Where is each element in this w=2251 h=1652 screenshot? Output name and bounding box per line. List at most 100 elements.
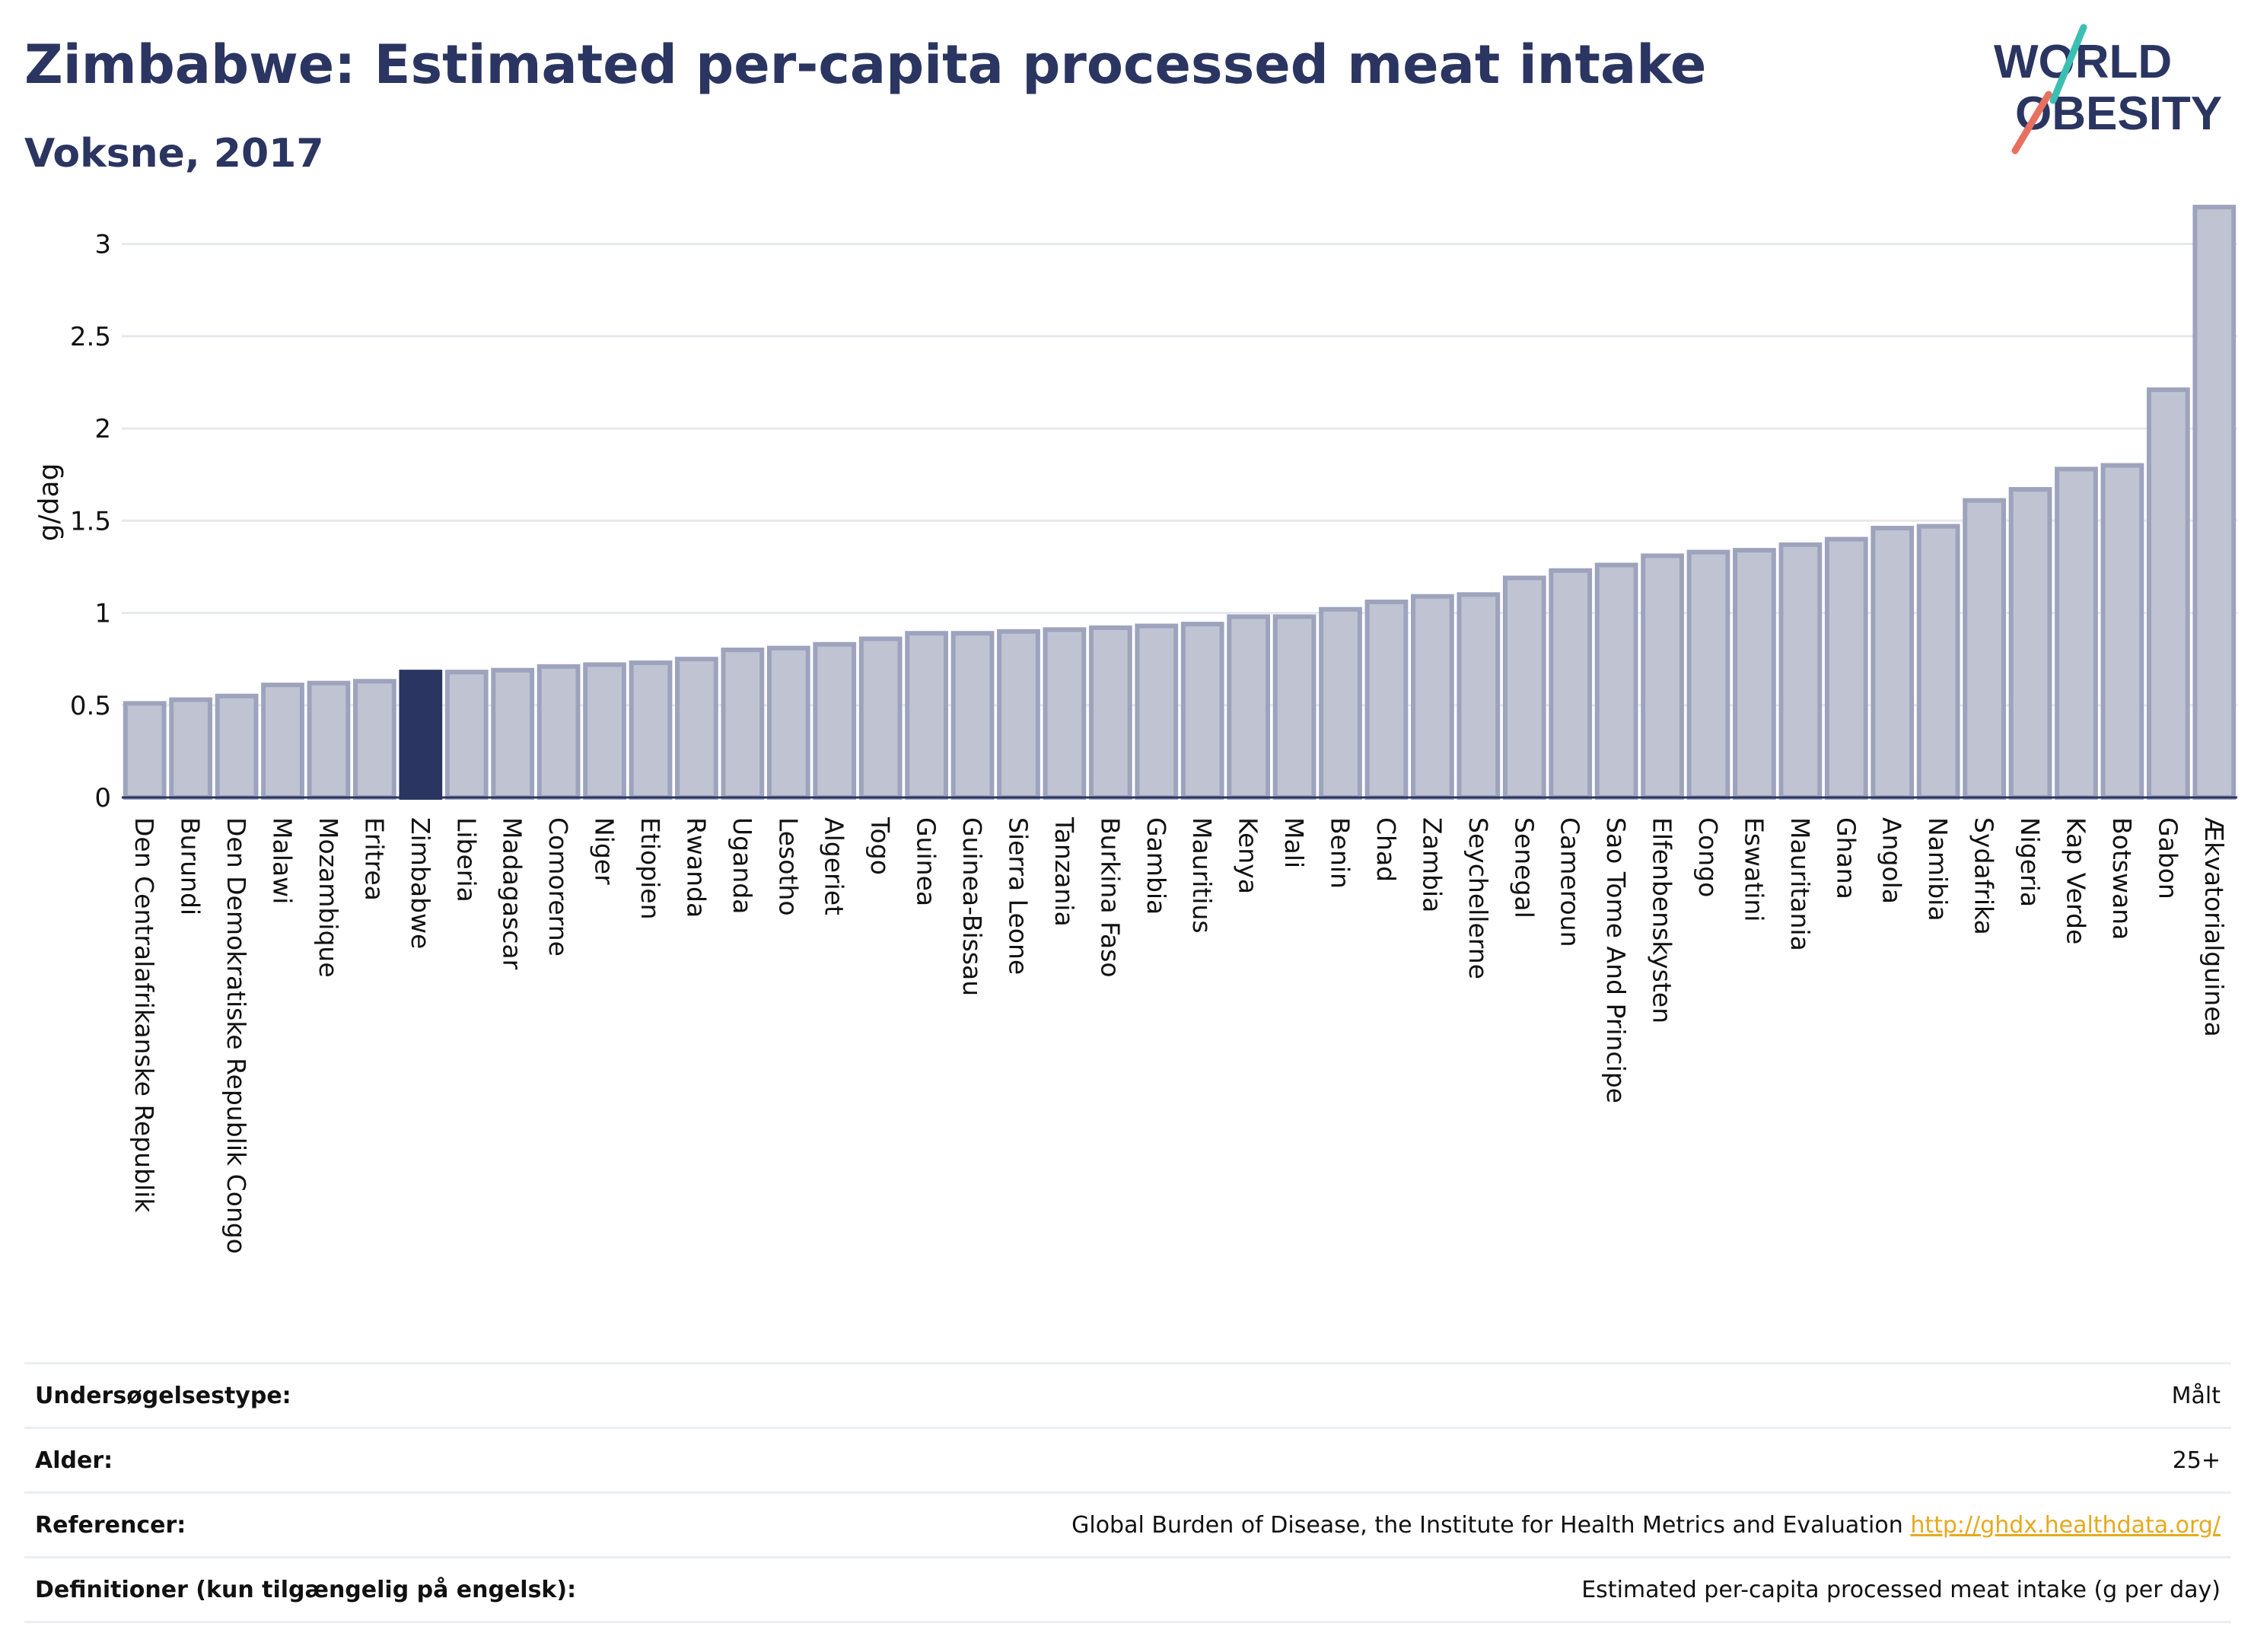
- x-tick-label: Benin: [1326, 817, 1355, 889]
- bar: [2192, 205, 2237, 801]
- x-tick-label: Kenya: [1234, 817, 1263, 894]
- y-tick-label: 0.5: [70, 691, 111, 721]
- x-tick-label: Algeriet: [820, 817, 849, 915]
- bar: [1411, 594, 1454, 800]
- x-tick-label: Angola: [1877, 817, 1907, 904]
- y-axis-title: g/dag: [33, 463, 65, 542]
- bar: [307, 680, 351, 800]
- x-tick-label: Gabon: [2153, 817, 2183, 899]
- bar: [1824, 536, 1868, 800]
- bar: [1043, 627, 1087, 800]
- x-tick-label: Tanzania: [1049, 816, 1079, 927]
- x-tick-label: Mali: [1279, 817, 1309, 868]
- logo-line1: WORLD: [1994, 36, 2172, 88]
- x-tick-label: Burkina Faso: [1095, 817, 1125, 978]
- x-tick-label: Madagascar: [498, 817, 527, 970]
- x-tick-label: Rwanda: [681, 817, 711, 918]
- meta-row-survey-type: Undersøgelsestype: Målt: [24, 1362, 2231, 1427]
- bar: [1963, 498, 2006, 800]
- x-tick-label: Sierra Leone: [1003, 817, 1033, 975]
- x-tick-label: Niger: [590, 817, 619, 885]
- x-tick-label: Malawi: [268, 817, 298, 904]
- chart-title: Zimbabwe: Estimated per-capita processed…: [24, 33, 1707, 96]
- bar: [721, 648, 765, 800]
- x-tick-label: Nigeria: [2015, 817, 2045, 907]
- bar-highlighted: [399, 670, 443, 800]
- y-tick-label: 1: [94, 599, 111, 629]
- bar: [1457, 592, 1501, 800]
- x-tick-label: Lesotho: [773, 817, 803, 916]
- bar: [169, 697, 213, 800]
- x-tick-label: Ækvatorialguinea: [2199, 817, 2229, 1037]
- metadata-table: Undersøgelsestype: Målt Alder: 25+ Refer…: [24, 1362, 2231, 1623]
- bar: [2146, 387, 2190, 800]
- y-tick-label: 2.5: [70, 322, 111, 352]
- bar: [444, 670, 489, 800]
- meta-label: Alder:: [35, 1447, 113, 1474]
- x-tick-label: Den Demokratiske Republik Congo: [221, 817, 251, 1254]
- bar: [1227, 614, 1271, 800]
- x-tick-label: Burundi: [176, 817, 205, 915]
- meta-label: Referencer:: [35, 1511, 186, 1539]
- bar: [123, 701, 167, 800]
- x-tick-label: Sao Tome And Principe: [1601, 817, 1631, 1103]
- x-tick-label: Guinea-Bissau: [957, 817, 987, 996]
- reference-text: Global Burden of Disease, the Institute …: [1071, 1511, 1903, 1539]
- x-tick-label: Mozambique: [314, 817, 343, 978]
- bar: [2008, 487, 2052, 800]
- bar: [1641, 553, 1684, 800]
- bar: [536, 664, 581, 800]
- bar: [1364, 599, 1409, 800]
- bar: [261, 683, 304, 800]
- bar: [1778, 542, 1823, 800]
- bar: [858, 636, 903, 801]
- x-tick-label: Senegal: [1509, 817, 1539, 918]
- meta-label: Definitioner (kun tilgængelig på engelsk…: [35, 1576, 577, 1603]
- reference-link[interactable]: http://ghdx.healthdata.org/: [1910, 1511, 2221, 1539]
- x-tick-label: Togo: [865, 816, 895, 875]
- bar-chart: 0 0.5 1 1.5 2 2.5 3 Den Centralafrikanske Repu…: [33, 205, 2237, 1254]
- bar: [1916, 524, 1960, 800]
- bars: [123, 205, 2237, 801]
- y-axis-ticks: 0 0.5 1 1.5 2 2.5 3: [70, 230, 111, 813]
- meta-row-age: Alder: 25+: [24, 1427, 2231, 1491]
- bar: [629, 660, 673, 800]
- x-tick-label: Botswana: [2107, 817, 2137, 940]
- x-tick-label: Zambia: [1417, 817, 1447, 912]
- x-axis-labels: Den Centralafrikanske Republik Burundi Den…: [129, 816, 2229, 1254]
- world-obesity-logo: WORLD OBESITY: [1994, 24, 2222, 154]
- bar: [1180, 622, 1224, 801]
- x-tick-label: Mauritius: [1187, 817, 1217, 934]
- x-tick-label: Uganda: [728, 817, 757, 914]
- x-tick-label: Liberia: [451, 817, 481, 902]
- bar: [675, 657, 718, 801]
- bar: [215, 693, 259, 801]
- x-tick-label: Ghana: [1831, 817, 1861, 899]
- x-tick-label: Sydafrika: [1969, 817, 1999, 935]
- bar: [1594, 562, 1638, 800]
- bar: [2100, 463, 2144, 800]
- x-tick-label: Congo: [1693, 817, 1723, 897]
- bar: [766, 645, 810, 800]
- x-tick-label: Namibia: [1923, 817, 1953, 921]
- bar: [1272, 614, 1317, 800]
- meta-value: Målt: [2171, 1382, 2221, 1409]
- bar: [583, 662, 626, 800]
- bar: [1733, 548, 1776, 801]
- x-tick-label: Eritrea: [359, 817, 389, 901]
- x-tick-label: Elfenbenskysten: [1648, 817, 1677, 1023]
- x-tick-label: Chad: [1371, 817, 1401, 882]
- bar: [813, 641, 857, 800]
- x-tick-label: Kap Verde: [2061, 817, 2090, 944]
- y-tick-label: 0: [94, 783, 111, 813]
- y-tick-label: 1.5: [70, 506, 111, 536]
- bar: [1135, 623, 1179, 800]
- x-tick-label: Mauritania: [1785, 817, 1815, 951]
- chart-subtitle: Voksne, 2017: [24, 131, 324, 177]
- bar: [1871, 526, 1915, 800]
- bar: [491, 667, 535, 800]
- x-tick-label: Cameroun: [1555, 817, 1585, 947]
- x-tick-label: Etiopien: [635, 817, 665, 919]
- x-tick-label: Comorerne: [543, 817, 573, 957]
- bar: [1502, 575, 1546, 800]
